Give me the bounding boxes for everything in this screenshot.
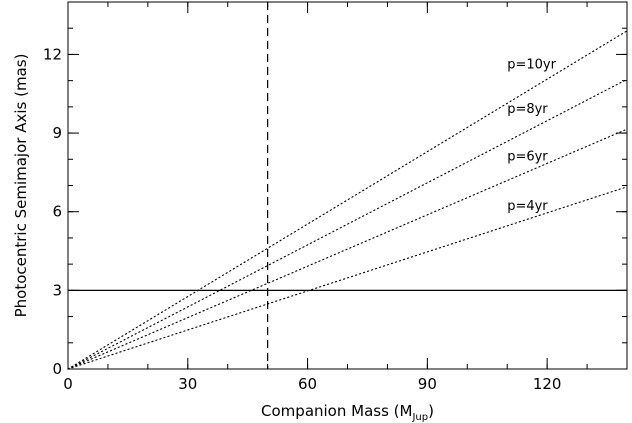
x-tick-label: 90 — [418, 375, 437, 393]
plot-frame — [67, 1, 628, 370]
series-label: p=6yr — [507, 149, 548, 164]
x-axis-title: Companion Mass (MJup) — [261, 402, 434, 423]
tick-labels: 0 30 60 90 120 0 3 6 9 12 — [43, 45, 562, 393]
y-tick-label: 9 — [52, 124, 62, 142]
y-tick-label: 0 — [52, 360, 62, 378]
reference-lines — [68, 2, 627, 369]
series-line — [67, 186, 628, 370]
series-label: p=10yr — [507, 58, 556, 73]
series-line — [67, 78, 628, 370]
y-axis-title: Photocentric Semimajor Axis (mas) — [12, 54, 30, 318]
series-line — [67, 128, 628, 370]
y-tick-label: 6 — [52, 203, 62, 221]
series-labels: p=10yr p=8yr p=6yr p=4yr — [507, 58, 556, 215]
x-tick-label: 60 — [298, 375, 317, 393]
y-tick-label: 3 — [52, 281, 62, 299]
x-tick-label: 30 — [178, 375, 197, 393]
series-label: p=8yr — [507, 102, 548, 117]
x-tick-label: 120 — [533, 375, 562, 393]
y-tick-label: 12 — [43, 45, 62, 63]
x-tick-label: 0 — [63, 375, 73, 393]
series-lines — [67, 30, 628, 370]
series-line — [67, 30, 628, 370]
series-label: p=4yr — [507, 199, 548, 214]
